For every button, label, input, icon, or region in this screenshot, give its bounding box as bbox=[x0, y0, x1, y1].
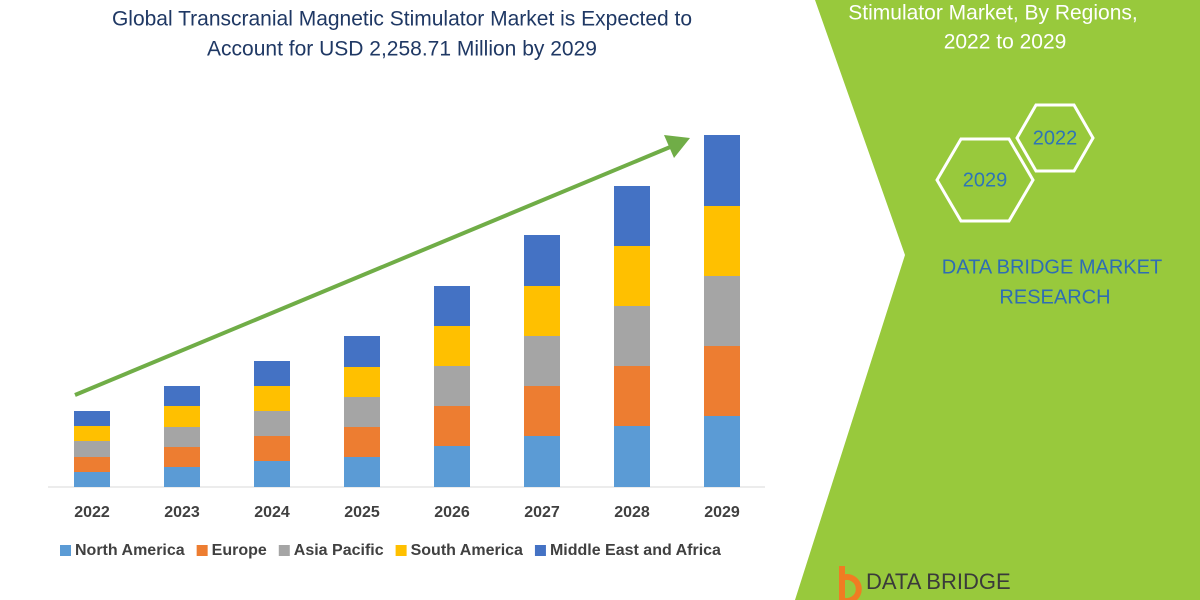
bar-segment bbox=[344, 457, 380, 487]
bar-segment bbox=[614, 366, 650, 426]
bar-segment bbox=[434, 286, 470, 326]
bar-segment bbox=[704, 135, 740, 206]
bar-segment bbox=[434, 326, 470, 366]
legend-swatch bbox=[278, 545, 290, 556]
legend-swatch bbox=[60, 545, 71, 556]
bar-segment bbox=[614, 306, 650, 366]
bar-segment bbox=[74, 457, 110, 472]
bar-segment bbox=[254, 386, 290, 411]
bar-segment bbox=[704, 416, 740, 487]
bar-segment bbox=[164, 386, 200, 406]
legend-label: Asia Pacific bbox=[294, 542, 384, 559]
bar-segment bbox=[344, 427, 380, 457]
legend-label: North America bbox=[75, 542, 185, 559]
bar-segment bbox=[344, 397, 380, 427]
x-tick-label: 2029 bbox=[704, 504, 740, 521]
legend-swatch bbox=[196, 545, 208, 556]
hexagon-label: 2022 bbox=[1033, 127, 1078, 149]
hexagon-label: 2029 bbox=[963, 169, 1008, 191]
x-tick-label: 2022 bbox=[74, 504, 110, 521]
trend-arrow bbox=[74, 143, 676, 397]
bar-segment bbox=[704, 346, 740, 416]
bar-segment bbox=[614, 186, 650, 246]
bar-segment bbox=[254, 436, 290, 461]
bar-segment bbox=[74, 441, 110, 457]
panel-heading: 2022 to 2029 bbox=[944, 31, 1067, 54]
x-tick-label: 2028 bbox=[614, 504, 650, 521]
bar-segment bbox=[254, 461, 290, 487]
bar-segment bbox=[614, 246, 650, 306]
x-tick-label: 2026 bbox=[434, 504, 470, 521]
x-tick-label: 2024 bbox=[254, 504, 290, 521]
chart-title: Account for USD 2,258.71 Million by 2029 bbox=[207, 38, 597, 61]
x-tick-label: 2023 bbox=[164, 504, 200, 521]
bar-segment bbox=[74, 472, 110, 487]
bar-segment bbox=[524, 386, 560, 436]
panel-heading: Stimulator Market, By Regions, bbox=[848, 2, 1137, 25]
bar-segment bbox=[524, 336, 560, 386]
bar-segment bbox=[434, 446, 470, 487]
bar-segment bbox=[254, 411, 290, 436]
bar-segment bbox=[74, 411, 110, 426]
logo-text: DATA BRIDGE bbox=[866, 569, 1011, 594]
trend-arrow-head bbox=[664, 135, 690, 158]
bar-segment bbox=[704, 206, 740, 276]
bar-segment bbox=[164, 467, 200, 487]
bar-segment bbox=[164, 427, 200, 447]
chart-title: Global Transcranial Magnetic Stimulator … bbox=[112, 8, 692, 31]
bar-segment bbox=[434, 366, 470, 406]
legend-label: Europe bbox=[212, 542, 267, 559]
legend-label: Middle East and Africa bbox=[550, 542, 721, 559]
bar-segment bbox=[74, 426, 110, 441]
bar-segment bbox=[434, 406, 470, 446]
bar-segment bbox=[524, 436, 560, 487]
bar-segment bbox=[704, 276, 740, 346]
hexagon bbox=[1015, 103, 1095, 173]
x-tick-label: 2027 bbox=[524, 504, 560, 521]
legend-label: South America bbox=[411, 542, 523, 559]
legend-swatch bbox=[534, 545, 546, 556]
legend-swatch bbox=[395, 545, 407, 556]
hexagon bbox=[935, 137, 1035, 223]
bar-segment bbox=[524, 235, 560, 286]
bar-segment bbox=[254, 361, 290, 386]
bar-segment bbox=[344, 336, 380, 367]
brand-text: RESEARCH bbox=[999, 286, 1110, 308]
x-tick-label: 2025 bbox=[344, 504, 380, 521]
green-panel bbox=[795, 0, 1200, 600]
logo-icon bbox=[839, 566, 862, 600]
bar-segment bbox=[164, 447, 200, 467]
bar-segment bbox=[524, 286, 560, 336]
bar-segment bbox=[164, 406, 200, 427]
bar-segment bbox=[614, 426, 650, 487]
brand-text: DATA BRIDGE MARKET bbox=[942, 256, 1162, 278]
bar-segment bbox=[344, 367, 380, 397]
